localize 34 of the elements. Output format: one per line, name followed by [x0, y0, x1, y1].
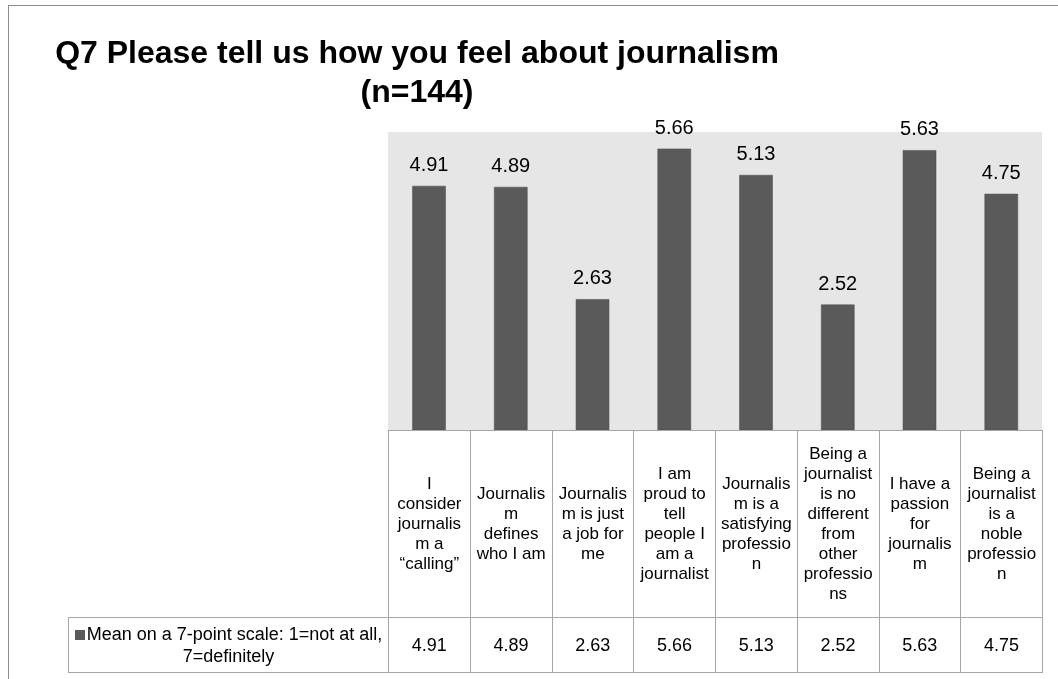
total-label: 4.89 — [491, 154, 531, 177]
total-label: 5.63 — [900, 117, 939, 140]
chart-title: Q7 Please tell us how you feel about journalism (n=144) — [55, 34, 779, 109]
x-tick-label: Journalism is just a job for me — [558, 484, 627, 563]
data-label: 2.52 — [796, 617, 880, 673]
bar — [412, 185, 446, 430]
x-tick-label: Journalism is a satisfying profession — [720, 474, 792, 573]
bar — [657, 148, 692, 430]
x-tick-label: I am proud to tell people I am a journalist — [640, 464, 709, 583]
x-tick-label: Journalism defines who I am — [476, 484, 546, 563]
data-label: 2.63 — [551, 617, 635, 673]
bar — [984, 193, 1019, 430]
x-tick-label: I consider journalism a “calling” — [397, 474, 462, 573]
bar — [902, 150, 937, 430]
bar — [821, 304, 855, 430]
x-tick-label: Being a journalist is no different from other professions — [803, 444, 873, 603]
legend-label: Mean on a 7-point scale: 1=not at all, 7=definitely — [86, 624, 383, 666]
bar — [575, 299, 610, 430]
total-label: 4.91 — [409, 153, 449, 176]
bar — [494, 186, 528, 430]
data-label: 5.63 — [878, 617, 962, 673]
data-label: 4.89 — [469, 617, 553, 673]
data-label: 4.91 — [388, 617, 471, 673]
total-label: 2.63 — [573, 266, 612, 289]
data-label: 4.75 — [960, 617, 1043, 673]
total-label: 5.66 — [654, 115, 694, 138]
x-tick-label: Being a journalist is a noble profession — [967, 464, 1037, 583]
data-label: 5.66 — [633, 617, 716, 673]
data-label: 5.13 — [715, 617, 798, 673]
total-label: 4.75 — [981, 161, 1021, 184]
bar — [739, 174, 773, 430]
total-label: 2.52 — [818, 271, 858, 294]
x-tick-label: I have a passion for journalism — [888, 474, 952, 573]
total-label: 5.13 — [736, 142, 776, 165]
